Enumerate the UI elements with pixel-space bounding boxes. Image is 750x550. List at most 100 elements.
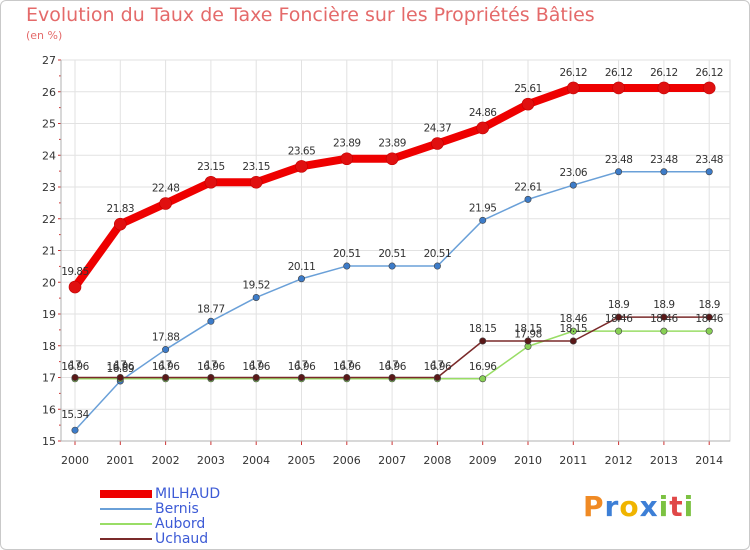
data-point-uchaud [343, 373, 351, 381]
data-point-bernis [343, 262, 351, 270]
y-tick-label: 26 [42, 86, 56, 99]
data-label-uchaud: 17 [114, 360, 126, 372]
data-point-bernis [207, 317, 215, 325]
legend-swatch [100, 523, 152, 525]
data-point-milhaud [476, 121, 490, 135]
data-label-aubord: 16.96 [242, 361, 270, 373]
y-tick-label: 18 [42, 340, 56, 353]
legend-label: MILHAUD [155, 486, 221, 502]
logo-letter: i [658, 490, 670, 523]
y-axis-unit: (en %) [26, 29, 63, 42]
data-label-uchaud: 18.15 [514, 323, 542, 335]
x-tick-label: 2005 [288, 454, 316, 467]
data-label-uchaud: 18.15 [560, 323, 588, 335]
data-label-bernis: 20.11 [288, 261, 316, 273]
data-label-uchaud: 18.9 [699, 299, 720, 311]
logo-letter: i [683, 490, 695, 523]
data-point-milhaud [249, 175, 263, 189]
data-label-uchaud: 17 [159, 360, 171, 372]
data-label-bernis: 23.48 [605, 154, 633, 166]
data-label-aubord: 16.96 [107, 361, 135, 373]
data-point-uchaud [252, 373, 260, 381]
data-label-aubord: 16.96 [61, 361, 89, 373]
data-label-uchaud: 17 [431, 360, 443, 372]
data-point-milhaud [612, 81, 625, 95]
y-tick-label: 16 [42, 403, 56, 416]
x-tick-label: 2013 [650, 454, 678, 467]
logo-letter: P [583, 490, 605, 523]
data-label-bernis: 20.51 [333, 248, 361, 260]
x-tick-label: 2012 [605, 454, 633, 467]
data-label-milhaud: 23.65 [288, 145, 316, 157]
data-label-milhaud: 26.12 [560, 67, 588, 79]
data-point-bernis [388, 262, 396, 270]
data-label-bernis: 15.34 [61, 409, 89, 421]
data-label-bernis: 23.06 [560, 167, 588, 179]
data-point-milhaud [702, 81, 716, 95]
data-point-uchaud [615, 313, 623, 321]
data-point-bernis [569, 181, 577, 189]
data-point-bernis [71, 426, 79, 434]
data-label-milhaud: 23.15 [242, 161, 270, 173]
data-point-aubord [660, 327, 668, 335]
data-label-aubord: 18.46 [695, 313, 723, 325]
y-tick-label: 27 [42, 54, 56, 67]
data-label-bernis: 17.88 [152, 332, 180, 344]
data-label-milhaud: 25.61 [514, 83, 542, 95]
data-point-bernis [162, 346, 170, 354]
x-tick-label: 2007 [378, 454, 406, 467]
data-label-aubord: 16.96 [288, 361, 316, 373]
logo-letter: t [669, 490, 684, 523]
data-label-uchaud: 18.9 [653, 299, 674, 311]
data-label-aubord: 16.96 [469, 361, 497, 373]
data-label-bernis: 23.48 [650, 154, 678, 166]
y-tick-label: 19 [42, 308, 56, 321]
data-point-milhaud [159, 197, 172, 210]
data-label-bernis: 19.52 [242, 279, 270, 291]
data-point-uchaud [388, 373, 396, 381]
logo-letter: x [639, 490, 659, 523]
data-point-aubord [615, 327, 623, 335]
data-label-milhaud: 26.12 [605, 67, 633, 79]
x-tick-label: 2008 [423, 454, 451, 467]
data-label-aubord: 16.96 [378, 361, 406, 373]
data-point-uchaud [297, 373, 305, 381]
x-tick-label: 2002 [152, 454, 180, 467]
data-point-uchaud [207, 373, 215, 381]
data-label-aubord: 16.96 [333, 361, 361, 373]
data-label-bernis: 21.95 [469, 202, 497, 214]
data-point-aubord [569, 327, 577, 335]
data-point-uchaud [116, 373, 124, 381]
data-label-uchaud: 17 [69, 360, 81, 372]
data-label-bernis: 20.51 [378, 248, 406, 260]
data-label-milhaud: 19.85 [61, 266, 89, 278]
data-label-milhaud: 23.15 [197, 161, 225, 173]
x-tick-label: 2003 [197, 454, 225, 467]
data-label-milhaud: 24.86 [469, 107, 497, 119]
data-label-uchaud: 17 [205, 360, 217, 372]
y-tick-label: 22 [42, 213, 56, 226]
data-point-bernis [705, 168, 713, 176]
data-point-uchaud [569, 337, 577, 345]
data-point-uchaud [71, 373, 79, 381]
y-tick-label: 15 [42, 435, 56, 448]
data-label-milhaud: 23.89 [333, 138, 361, 150]
y-tick-label: 17 [42, 372, 56, 385]
x-tick-label: 2014 [695, 454, 723, 467]
data-point-bernis [297, 275, 305, 283]
y-tick-label: 23 [42, 181, 56, 194]
data-label-aubord: 18.46 [605, 313, 633, 325]
y-tick-label: 20 [42, 276, 56, 289]
data-label-uchaud: 18.9 [608, 299, 629, 311]
y-tick-label: 24 [42, 149, 56, 162]
data-point-uchaud [433, 373, 441, 381]
y-tick-label: 25 [42, 118, 56, 131]
data-label-bernis: 22.61 [514, 181, 542, 193]
data-label-milhaud: 23.89 [378, 138, 406, 150]
data-label-bernis: 23.48 [695, 154, 723, 166]
data-label-milhaud: 22.48 [152, 183, 180, 195]
data-point-milhaud [566, 81, 580, 95]
legend-swatch [100, 538, 152, 540]
data-label-aubord: 18.46 [560, 313, 588, 325]
data-label-bernis: 20.51 [424, 248, 452, 260]
